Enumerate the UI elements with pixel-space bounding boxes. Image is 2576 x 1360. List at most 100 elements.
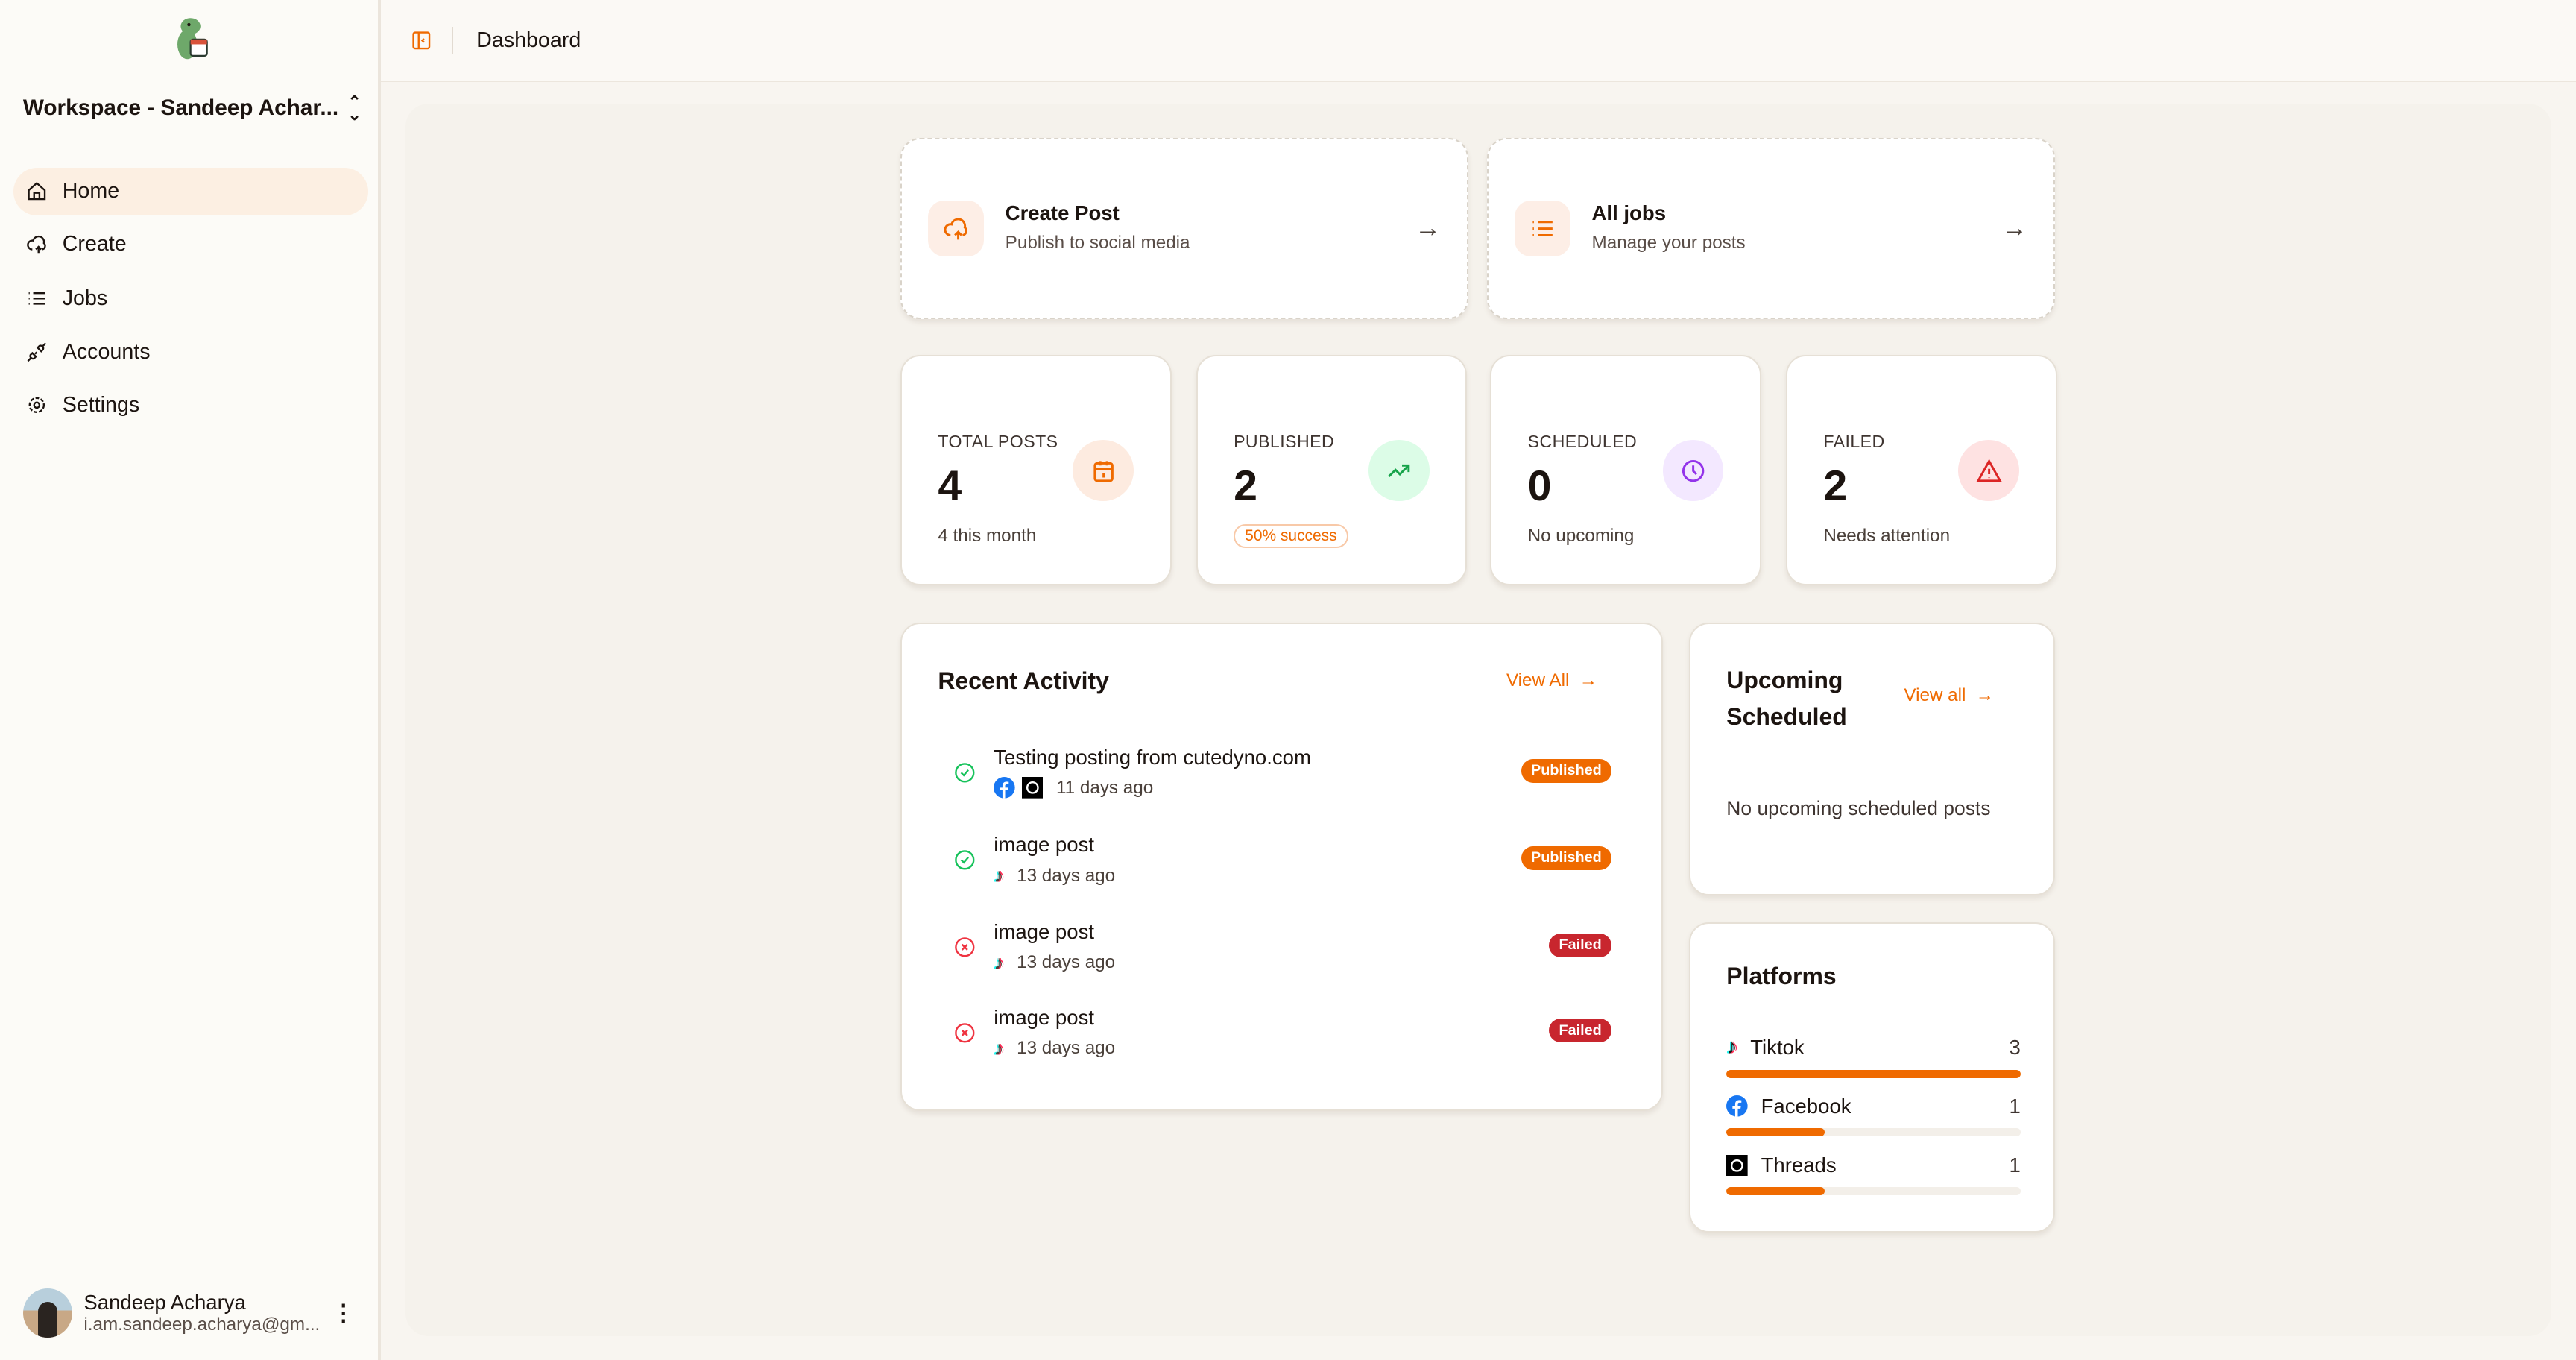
- activity-time: 13 days ago: [1017, 1038, 1116, 1059]
- activity-row[interactable]: image post ♪ 13 days ago Failed: [954, 920, 1611, 986]
- cloud-upload-icon: [27, 235, 46, 254]
- threads-icon: [1726, 1154, 1748, 1177]
- user-name: Sandeep Acharya: [83, 1291, 246, 1315]
- workspace-switcher[interactable]: Workspace - Sandeep Achar... ⌃ ⌄: [23, 92, 362, 125]
- arrow-right-icon: →: [1975, 684, 1994, 705]
- activity-row[interactable]: image post ♪ 13 days ago Published: [954, 833, 1611, 898]
- activity-row[interactable]: image post ♪ 13 days ago Failed: [954, 1006, 1611, 1071]
- arrow-right-icon: →: [1579, 670, 1597, 691]
- upcoming-scheduled-card: Upcoming Scheduled View all → No upcoming …: [1688, 623, 2056, 896]
- facebook-icon: [994, 777, 1015, 799]
- sidebar-item-label: Jobs: [62, 286, 108, 310]
- x-circle-icon: [955, 1022, 975, 1043]
- sidebar-item-home[interactable]: Home: [13, 167, 368, 215]
- workspace-name: Workspace - Sandeep Achar...: [22, 95, 339, 121]
- sidebar-item-label: Home: [62, 179, 120, 204]
- link-label: View All: [1506, 670, 1570, 691]
- stat-failed: FAILED 2 Needs attention: [1785, 355, 2057, 585]
- user-email: i.am.sandeep.acharya@gm...: [83, 1315, 321, 1335]
- stat-label: PUBLISHED: [1234, 432, 1335, 452]
- threads-icon: [1021, 777, 1044, 799]
- dino-logo-icon[interactable]: [169, 16, 212, 63]
- more-vertical-icon[interactable]: ⋮: [332, 1300, 356, 1326]
- tiktok-icon: ♪: [1726, 1035, 1737, 1060]
- stat-published: PUBLISHED 2 50% success: [1196, 355, 1468, 585]
- stat-sub: 4 this month: [938, 526, 1037, 547]
- trending-up-icon: [1368, 440, 1430, 502]
- view-all-link[interactable]: View All →: [1506, 670, 1597, 691]
- tiktok-icon: ♪: [994, 864, 1004, 887]
- tiktok-icon: ♪: [994, 1036, 1004, 1060]
- activity-row[interactable]: Testing posting from cutedyno.com 11 day…: [954, 746, 1611, 811]
- check-circle-icon: [955, 850, 975, 870]
- platform-bar-fill: [1726, 1069, 2021, 1078]
- platform-count: 3: [2009, 1035, 2021, 1059]
- user-menu[interactable]: Sandeep Acharya i.am.sandeep.acharya@gm.…: [22, 1287, 362, 1340]
- cloud-upload-icon: [928, 200, 985, 256]
- divider: [452, 27, 454, 54]
- sidebar-item-label: Create: [62, 231, 127, 256]
- activity-title: image post: [994, 833, 1094, 857]
- plug-icon: [27, 342, 47, 362]
- stat-value: 0: [1527, 462, 1552, 511]
- platform-row-threads: Threads 1: [1726, 1153, 2021, 1196]
- gear-icon: [28, 397, 45, 414]
- action-title: Create Post: [1005, 201, 1120, 225]
- sidebar-item-label: Accounts: [62, 340, 151, 365]
- action-subtitle: Publish to social media: [1005, 233, 1190, 254]
- sidebar-toggle-icon[interactable]: [411, 30, 432, 51]
- success-rate-badge: 50% success: [1234, 523, 1348, 549]
- stat-sub: No upcoming: [1527, 526, 1635, 547]
- list-icon: [1514, 200, 1570, 256]
- status-badge: Published: [1521, 759, 1611, 783]
- sidebar-item-jobs[interactable]: Jobs: [13, 274, 368, 322]
- action-title: All jobs: [1591, 201, 1667, 225]
- check-circle-icon: [955, 763, 975, 783]
- sidebar-item-create[interactable]: Create: [13, 220, 368, 268]
- clock-icon: [1662, 440, 1724, 502]
- activity-time: 13 days ago: [1017, 952, 1116, 973]
- x-circle-icon: [955, 937, 975, 957]
- stat-label: SCHEDULED: [1527, 432, 1638, 452]
- stat-value: 2: [1234, 462, 1257, 511]
- alert-triangle-icon: [1958, 440, 2020, 502]
- section-title: Platforms: [1726, 963, 1837, 990]
- recent-activity-card: Recent Activity View All → Testing postin…: [900, 623, 1663, 1111]
- stat-label: TOTAL POSTS: [938, 432, 1058, 452]
- platform-bar-fill: [1726, 1127, 1825, 1136]
- chevron-up-down-icon: ⌃ ⌄: [347, 92, 362, 125]
- calendar-icon: [1073, 440, 1134, 502]
- sidebar-item-settings[interactable]: Settings: [13, 381, 368, 429]
- platform-name: Facebook: [1761, 1094, 1852, 1118]
- section-title: Recent Activity: [938, 667, 1109, 694]
- all-jobs-card[interactable]: All jobs Manage your posts →: [1486, 138, 2056, 319]
- platform-bar: [1726, 1069, 2021, 1078]
- activity-title: image post: [994, 920, 1094, 944]
- platform-bar-fill: [1726, 1187, 1825, 1196]
- tiktok-icon: ♪: [994, 951, 1004, 974]
- platform-bar: [1726, 1187, 2021, 1196]
- activity-time: 13 days ago: [1017, 865, 1116, 886]
- stat-value: 2: [1823, 462, 1848, 511]
- view-all-link[interactable]: View all →: [1904, 685, 1994, 706]
- platform-name: Threads: [1761, 1153, 1837, 1177]
- status-badge: Published: [1521, 846, 1611, 870]
- create-post-card[interactable]: Create Post Publish to social media →: [900, 138, 1469, 319]
- empty-state: No upcoming scheduled posts: [1726, 796, 1991, 819]
- sidebar: Workspace - Sandeep Achar... ⌃ ⌄ Home Cre…: [0, 0, 382, 1360]
- link-label: View all: [1904, 684, 1966, 705]
- page-title: Dashboard: [476, 28, 581, 52]
- activity-title: image post: [994, 1005, 1094, 1029]
- section-title: Upcoming Scheduled: [1726, 662, 1847, 734]
- status-badge: Failed: [1549, 933, 1611, 957]
- list-icon: [28, 292, 45, 305]
- avatar: [22, 1288, 72, 1338]
- status-badge: Failed: [1549, 1019, 1611, 1043]
- activity-title: Testing posting from cutedyno.com: [994, 746, 1311, 769]
- sidebar-item-label: Settings: [62, 392, 140, 417]
- home-icon: [28, 182, 46, 201]
- sidebar-item-accounts[interactable]: Accounts: [13, 329, 368, 377]
- platform-bar: [1726, 1127, 2021, 1136]
- platform-count: 1: [2009, 1094, 2021, 1118]
